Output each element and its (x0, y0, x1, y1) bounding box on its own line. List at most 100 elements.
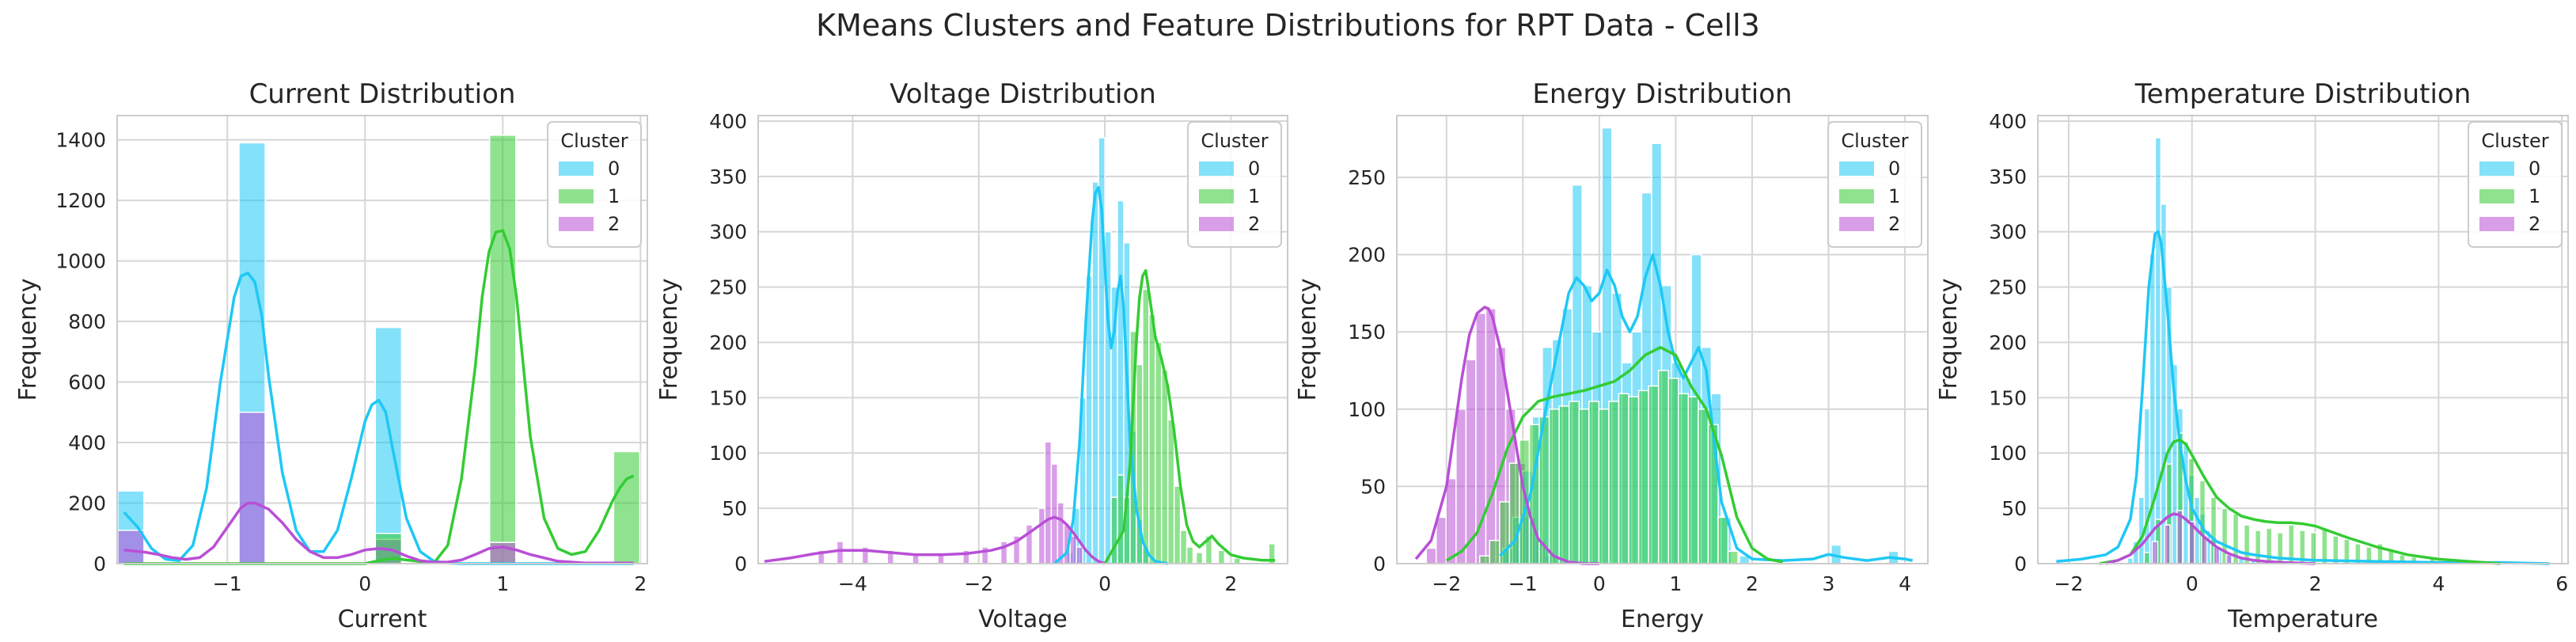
kde-line-cluster-0 (1053, 186, 1169, 565)
histogram-bar-cluster-2 (2176, 510, 2183, 564)
axes-frame (757, 115, 1288, 564)
legend-swatch-cluster-0 (2479, 161, 2514, 176)
histogram-bar-cluster-1 (1489, 539, 1500, 564)
x-tick-label: 1 (1669, 572, 1682, 595)
histogram-bar-cluster-1 (1698, 408, 1709, 564)
kde-line-cluster-1 (1445, 346, 1783, 564)
x-axis-label: Temperature (2227, 606, 2378, 633)
y-tick-label: 350 (1989, 165, 2027, 188)
y-tick-label: 0 (93, 553, 106, 576)
histogram-bar-cluster-2 (1069, 535, 1077, 564)
y-tick-label: 250 (1348, 166, 1386, 189)
histogram-bar-cluster-1 (1657, 370, 1669, 564)
x-tick-label: −2 (964, 572, 993, 595)
histogram-bar-cluster-1 (1217, 549, 1226, 564)
x-tick-label: 4 (1899, 572, 1911, 595)
histogram-bar-cluster-2 (1044, 441, 1053, 564)
histogram-bar-cluster-0 (1091, 181, 1099, 564)
y-tick-label: 0 (1373, 553, 1386, 576)
x-axis-label: Energy (1621, 606, 1704, 633)
histogram-bar-cluster-0 (2149, 253, 2157, 564)
y-tick-label: 300 (1989, 221, 2027, 244)
axes-frame (2037, 115, 2569, 564)
histogram-bar-cluster-2 (836, 541, 844, 564)
histogram-bar-cluster-2 (1485, 308, 1497, 564)
x-tick-label: 0 (2186, 572, 2199, 595)
histogram-bar-cluster-1 (1142, 288, 1150, 564)
x-tick-label: 0 (1593, 572, 1606, 595)
y-tick-label: 200 (1989, 331, 2027, 354)
histogram-bar-cluster-2 (1465, 359, 1477, 564)
histogram-bar-cluster-2 (1050, 463, 1059, 564)
y-tick-label: 50 (722, 497, 747, 520)
legend-label: 0 (2529, 158, 2540, 180)
histogram-bar-cluster-1 (1687, 396, 1699, 564)
histogram-bar-cluster-2 (238, 412, 266, 564)
x-tick-label: −4 (838, 572, 867, 595)
histogram-bar-cluster-1 (1588, 401, 1600, 564)
y-tick-label: 100 (709, 442, 747, 465)
x-tick-label: 4 (2432, 572, 2445, 595)
legend-swatch-cluster-2 (1839, 217, 1874, 231)
y-tick-label: 150 (1348, 321, 1386, 344)
legend-label: 2 (1248, 213, 1260, 235)
histogram-bar-cluster-2 (488, 541, 517, 564)
kde-line-cluster-1 (123, 229, 635, 565)
x-tick-label: 0 (1098, 572, 1111, 595)
legend-label: 1 (608, 185, 620, 207)
kde-line-cluster-2 (1414, 306, 1599, 565)
histogram-bar-cluster-0 (2126, 557, 2134, 564)
histogram-bar-cluster-1 (1667, 378, 1679, 564)
legend-box (1187, 121, 1282, 248)
histogram-bar-cluster-1 (1628, 396, 1640, 564)
legend-swatch-cluster-0 (559, 161, 594, 176)
histogram-bar-cluster-1 (1618, 393, 1629, 564)
x-tick-label: 2 (2309, 572, 2322, 595)
y-tick-label: 200 (709, 331, 747, 354)
legend-title: Cluster (560, 130, 628, 152)
histogram-bar-cluster-1 (1648, 385, 1660, 564)
legend: Cluster 0 1 2 (1187, 121, 1282, 248)
histogram-bar-cluster-1 (2143, 552, 2151, 564)
axes-frame (1396, 115, 1929, 564)
histogram-bar-cluster-2 (1038, 507, 1046, 564)
legend: Cluster 0 1 2 (547, 121, 642, 248)
x-tick-label: 1 (496, 572, 509, 595)
y-tick-label: 0 (734, 553, 747, 576)
histogram-bar-cluster-2 (1445, 477, 1457, 564)
legend-swatch-cluster-0 (1839, 161, 1874, 176)
chart-title: Voltage Distribution (890, 78, 1156, 110)
legend-title: Cluster (1841, 130, 1908, 152)
figure-title: KMeans Clusters and Feature Distribution… (816, 8, 1760, 43)
legend-label: 0 (1248, 158, 1260, 180)
histogram-bar-cluster-1 (1608, 401, 1620, 564)
histogram-bar-cluster-1 (1117, 474, 1125, 564)
axes-frame (116, 115, 648, 564)
histogram-bar-cluster-2 (1425, 547, 1437, 564)
legend-swatch-cluster-2 (559, 217, 594, 231)
histogram-bar-cluster-1 (1233, 557, 1242, 564)
histogram-bar-cluster-2 (1435, 516, 1447, 564)
y-tick-label: 300 (709, 221, 747, 244)
chart-panel-0: 0 200 400 600 800 1000 1200 1400 −1 0 1 2 Current Di… (14, 78, 648, 633)
legend-label: 1 (2529, 185, 2540, 207)
chart-title: Energy Distribution (1532, 78, 1792, 110)
histogram-bar-cluster-2 (117, 530, 145, 564)
y-axis-label: Frequency (1935, 279, 1963, 401)
y-axis-label: Frequency (1294, 279, 1322, 401)
legend-label: 0 (608, 158, 620, 180)
y-axis-label: Frequency (14, 279, 42, 401)
legend: Cluster 0 1 2 (1827, 121, 1922, 248)
x-tick-label: 6 (2555, 572, 2568, 595)
kde-line-cluster-1 (1103, 268, 1276, 564)
y-tick-label: 400 (709, 110, 747, 133)
x-tick-label: −1 (213, 572, 242, 595)
x-tick-label: 2 (634, 572, 647, 595)
legend-label: 2 (1888, 213, 1900, 235)
y-tick-label: 1200 (55, 189, 106, 212)
histogram-bar-cluster-1 (2321, 527, 2328, 564)
histogram-bar-cluster-2 (1455, 408, 1467, 564)
y-axis-label: Frequency (655, 279, 683, 401)
kde-line-cluster-0 (1499, 253, 1914, 562)
histogram-bar-cluster-2 (2225, 554, 2233, 564)
